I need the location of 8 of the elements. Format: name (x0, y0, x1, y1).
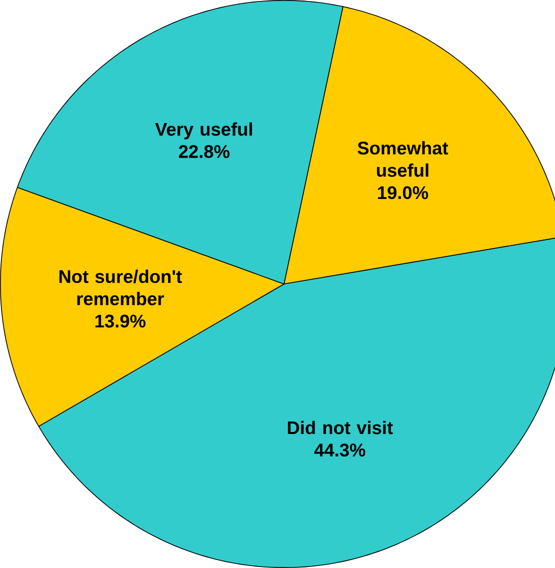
data-label: 19.0% (378, 186, 428, 200)
slice-label: Did not visit (288, 420, 393, 434)
slice-label: Somewhat useful (357, 141, 448, 177)
slice-label: Not sure/don't remember (59, 270, 182, 306)
slice-label: Very useful (154, 122, 252, 140)
data-label: 22.8% (178, 145, 230, 158)
data-label: 13.9% (95, 314, 146, 328)
data-label: 44.3% (314, 444, 366, 457)
